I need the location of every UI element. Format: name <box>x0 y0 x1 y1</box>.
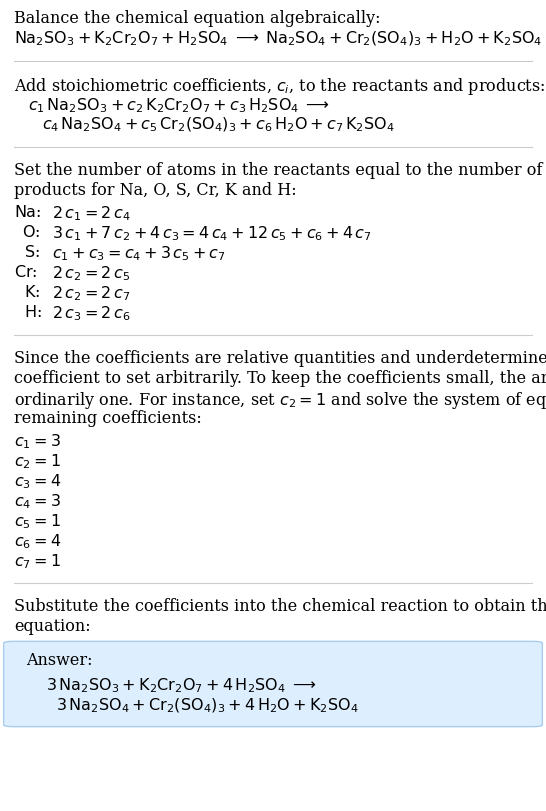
Text: $c_1\,\mathrm{Na_2SO_3} + c_2\,\mathrm{K_2Cr_2O_7} + c_3\,\mathrm{H_2SO_4}\;\lon: $c_1\,\mathrm{Na_2SO_3} + c_2\,\mathrm{K… <box>28 96 330 114</box>
Text: $c_2 = 1$: $c_2 = 1$ <box>14 452 61 470</box>
Text: ordinarily one. For instance, set $c_2 = 1$ and solve the system of equations fo: ordinarily one. For instance, set $c_2 =… <box>14 389 546 410</box>
Text: $3\,c_1 + 7\,c_2 + 4\,c_3 = 4\,c_4 + 12\,c_5 + c_6 + 4\,c_7$: $3\,c_1 + 7\,c_2 + 4\,c_3 = 4\,c_4 + 12\… <box>52 224 372 242</box>
Text: $\mathrm{H}$:: $\mathrm{H}$: <box>24 303 42 320</box>
Text: $3\,\mathrm{Na_2SO_3} + \mathrm{K_2Cr_2O_7} + 4\,\mathrm{H_2SO_4}\;\longrightarr: $3\,\mathrm{Na_2SO_3} + \mathrm{K_2Cr_2O… <box>46 676 317 694</box>
Text: $c_6 = 4$: $c_6 = 4$ <box>14 531 61 550</box>
Text: $c_7 = 1$: $c_7 = 1$ <box>14 551 61 570</box>
Text: $2\,c_3 = 2\,c_6$: $2\,c_3 = 2\,c_6$ <box>52 303 130 322</box>
Text: coefficient to set arbitrarily. To keep the coefficients small, the arbitrary va: coefficient to set arbitrarily. To keep … <box>14 370 546 387</box>
Text: $\mathrm{K}$:: $\mathrm{K}$: <box>24 284 40 301</box>
Text: $c_3 = 4$: $c_3 = 4$ <box>14 471 61 490</box>
Text: $\mathrm{Na}$:: $\mathrm{Na}$: <box>14 204 41 221</box>
Text: $c_4\,\mathrm{Na_2SO_4} + c_5\,\mathrm{Cr_2(SO_4)_3} + c_6\,\mathrm{H_2O} + c_7\: $c_4\,\mathrm{Na_2SO_4} + c_5\,\mathrm{C… <box>42 116 395 135</box>
Text: equation:: equation: <box>14 617 91 634</box>
Text: Answer:: Answer: <box>26 651 92 668</box>
Text: $3\,\mathrm{Na_2SO_4} + \mathrm{Cr_2(SO_4)_3} + 4\,\mathrm{H_2O} + \mathrm{K_2SO: $3\,\mathrm{Na_2SO_4} + \mathrm{Cr_2(SO_… <box>56 696 359 714</box>
Text: $\mathrm{O}$:: $\mathrm{O}$: <box>22 224 40 241</box>
Text: $\mathrm{S}$:: $\mathrm{S}$: <box>24 243 40 260</box>
Text: $c_4 = 3$: $c_4 = 3$ <box>14 491 61 510</box>
Text: $c_5 = 1$: $c_5 = 1$ <box>14 512 61 530</box>
Text: $2\,c_2 = 2\,c_7$: $2\,c_2 = 2\,c_7$ <box>52 284 130 303</box>
Text: $\mathrm{Cr}$:: $\mathrm{Cr}$: <box>14 264 38 281</box>
Text: Set the number of atoms in the reactants equal to the number of atoms in the: Set the number of atoms in the reactants… <box>14 162 546 178</box>
Text: Balance the chemical equation algebraically:: Balance the chemical equation algebraica… <box>14 10 381 27</box>
Text: Add stoichiometric coefficients, $c_i$, to the reactants and products:: Add stoichiometric coefficients, $c_i$, … <box>14 76 545 97</box>
Text: $2\,c_1 = 2\,c_4$: $2\,c_1 = 2\,c_4$ <box>52 204 131 222</box>
Text: Substitute the coefficients into the chemical reaction to obtain the balanced: Substitute the coefficients into the che… <box>14 597 546 614</box>
Text: remaining coefficients:: remaining coefficients: <box>14 410 202 427</box>
Text: $\mathrm{Na_2SO_3 + K_2Cr_2O_7 + H_2SO_4 \;\longrightarrow\; Na_2SO_4 + Cr_2(SO_: $\mathrm{Na_2SO_3 + K_2Cr_2O_7 + H_2SO_4… <box>14 30 542 49</box>
Text: $c_1 + c_3 = c_4 + 3\,c_5 + c_7$: $c_1 + c_3 = c_4 + 3\,c_5 + c_7$ <box>52 243 225 263</box>
Text: $c_1 = 3$: $c_1 = 3$ <box>14 431 61 450</box>
Text: $2\,c_2 = 2\,c_5$: $2\,c_2 = 2\,c_5$ <box>52 264 130 282</box>
Text: Since the coefficients are relative quantities and underdetermined, choose a: Since the coefficients are relative quan… <box>14 350 546 367</box>
FancyBboxPatch shape <box>4 642 542 727</box>
Text: products for Na, O, S, Cr, K and H:: products for Na, O, S, Cr, K and H: <box>14 182 296 199</box>
